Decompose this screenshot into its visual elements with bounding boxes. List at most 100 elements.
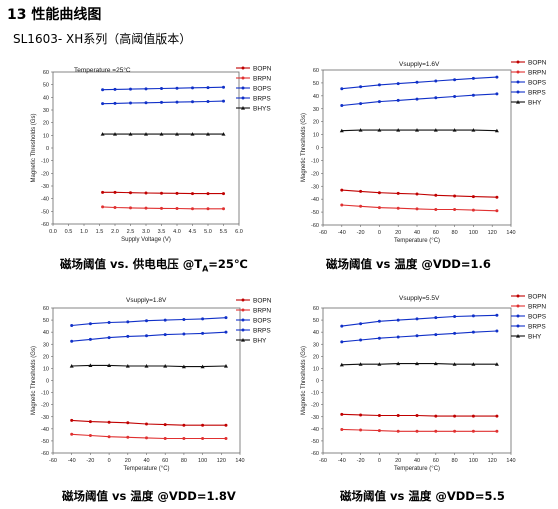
x-tick-label: 140 <box>235 458 244 464</box>
point-bops <box>129 87 132 91</box>
y-tick-label: 40 <box>313 94 319 100</box>
x-tick-label: 40 <box>143 458 149 464</box>
point-brps <box>415 97 419 101</box>
x-axis-label: Temperature (°C) <box>394 466 440 472</box>
point-bhy <box>415 128 419 132</box>
x-tick-label: 100 <box>198 458 207 464</box>
y-tick-label: 0 <box>46 379 49 385</box>
y-tick-label: -20 <box>311 403 319 409</box>
legend-marker <box>241 318 245 322</box>
chart-title: Vsupply=1.8V <box>126 297 167 304</box>
legend-marker <box>241 298 245 302</box>
point-bhys <box>100 132 105 136</box>
chart-title: Vsupply=5.5V <box>399 295 440 302</box>
y-tick-label: 60 <box>313 68 319 74</box>
point-bopn <box>453 194 457 198</box>
y-tick-label: -60 <box>311 223 319 229</box>
series-subtitle: SL1603- XH系列（高阈值版本） <box>13 32 192 46</box>
y-tick-label: -50 <box>311 439 319 445</box>
point-bhy <box>88 363 93 367</box>
y-tick-label: -40 <box>311 427 319 433</box>
y-tick-label: 50 <box>313 81 319 87</box>
point-brpn <box>175 207 179 211</box>
x-tick-label: 3.5 <box>158 229 166 235</box>
legend-label: BOPN <box>528 293 547 300</box>
point-brps <box>107 336 111 340</box>
x-tick-label: 20 <box>125 458 131 464</box>
y-tick-label: 40 <box>43 330 49 336</box>
point-bhy <box>494 128 499 133</box>
x-tick-label: 2.5 <box>127 229 135 235</box>
y-tick-label: 10 <box>43 366 49 372</box>
legend-label: BOPS <box>528 313 547 320</box>
x-tick-label: -20 <box>357 458 365 464</box>
x-tick-label: 60 <box>162 458 168 464</box>
point-brpn <box>182 437 186 440</box>
point-brps <box>113 101 117 105</box>
x-tick-label: -20 <box>86 458 94 464</box>
point-bops <box>396 82 400 86</box>
point-bopn <box>88 420 92 424</box>
point-brps <box>377 100 381 104</box>
point-bopn <box>107 420 111 424</box>
point-brpn <box>471 429 475 433</box>
point-bhys <box>175 132 179 136</box>
point-bopn <box>377 414 381 418</box>
legend-marker <box>516 314 520 318</box>
x-tick-label: 4.5 <box>189 229 197 235</box>
legend-marker <box>241 86 245 90</box>
x-tick-label: 40 <box>414 230 420 236</box>
point-brps <box>359 102 363 106</box>
point-brpn <box>415 207 419 211</box>
point-bops <box>471 76 475 80</box>
x-tick-label: 140 <box>506 230 515 236</box>
legend-marker <box>516 334 520 338</box>
x-tick-label: 80 <box>181 458 187 464</box>
point-bhy <box>471 128 476 132</box>
y-tick-label: -10 <box>41 159 49 165</box>
x-tick-label: 0.0 <box>49 229 57 235</box>
x-axis-label: Temperature (°C) <box>123 466 169 472</box>
y-tick-label: -40 <box>41 197 49 203</box>
point-bopn <box>70 418 74 422</box>
point-bopn <box>113 190 117 194</box>
y-tick-label: 60 <box>43 306 49 312</box>
y-axis-label: Magnetic Thresholds (Gs) <box>301 346 307 415</box>
y-tick-label: 50 <box>313 318 319 324</box>
point-brps <box>471 330 475 334</box>
y-tick-label: -60 <box>41 451 49 457</box>
point-brps <box>191 100 194 104</box>
point-brpn <box>222 207 225 211</box>
legend-marker <box>516 80 520 84</box>
x-tick-label: 80 <box>452 458 458 464</box>
point-bops <box>222 85 225 89</box>
point-bhys <box>190 132 195 136</box>
y-tick-label: -60 <box>311 451 319 457</box>
legend-marker <box>516 90 520 94</box>
point-brpn <box>201 437 205 440</box>
y-tick-label: 0 <box>316 146 319 152</box>
point-brps <box>359 338 363 342</box>
x-tick-label: 6.0 <box>235 229 243 235</box>
legend-label: BRPN <box>528 69 546 76</box>
point-brps <box>396 98 400 102</box>
point-bops <box>471 314 475 318</box>
point-bops <box>415 80 419 84</box>
x-tick-label: 60 <box>433 230 439 236</box>
point-brpn <box>113 206 117 210</box>
y-tick-label: 0 <box>46 146 49 152</box>
point-bhy <box>339 128 344 133</box>
point-bops <box>182 317 186 321</box>
chart-title: Temperature =25°C <box>74 66 131 74</box>
point-bopn <box>471 195 475 199</box>
y-tick-label: -40 <box>311 197 319 203</box>
point-brpn <box>453 429 457 433</box>
legend-label: BHYS <box>253 105 271 112</box>
x-tick-label: 20 <box>395 230 401 236</box>
point-brps <box>201 331 205 335</box>
point-bops <box>434 316 438 320</box>
point-bops <box>434 79 438 83</box>
point-brps <box>145 334 148 338</box>
point-brpn <box>434 429 438 433</box>
